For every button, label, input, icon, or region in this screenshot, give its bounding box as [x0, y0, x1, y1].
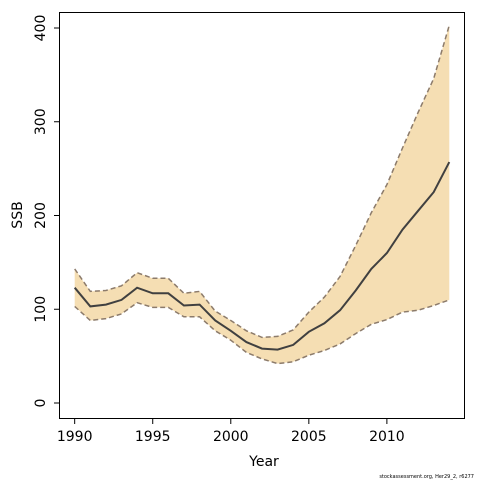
y-axis-label: SSB	[10, 201, 26, 228]
x-tick-label: 1990	[57, 429, 93, 445]
y-axis: 0 100 200 300 400	[33, 15, 60, 408]
y-tick-label: 0	[33, 399, 49, 408]
confidence-band-group	[74, 24, 451, 365]
y-tick-label: 300	[33, 108, 49, 135]
x-tick-label: 2010	[369, 429, 405, 445]
y-tick-label: 400	[33, 15, 49, 42]
x-tick-label: 2000	[213, 429, 249, 445]
y-tick-label: 100	[33, 296, 49, 323]
x-tick-label: 1995	[135, 429, 171, 445]
confidence-band-area	[74, 25, 450, 364]
x-axis-label: Year	[248, 454, 279, 470]
series-line-0	[73, 161, 451, 351]
confidence-band-lower-line	[74, 299, 450, 365]
confidence-band-upper-line	[74, 24, 451, 339]
x-tick-label: 2005	[291, 429, 327, 445]
y-tick-label: 200	[33, 202, 49, 229]
footnote: stockassessment.org, Her29_2, r6277	[379, 474, 474, 480]
x-axis: 1990 1995 2000 2005 2010	[57, 418, 405, 445]
series-group	[73, 161, 451, 351]
